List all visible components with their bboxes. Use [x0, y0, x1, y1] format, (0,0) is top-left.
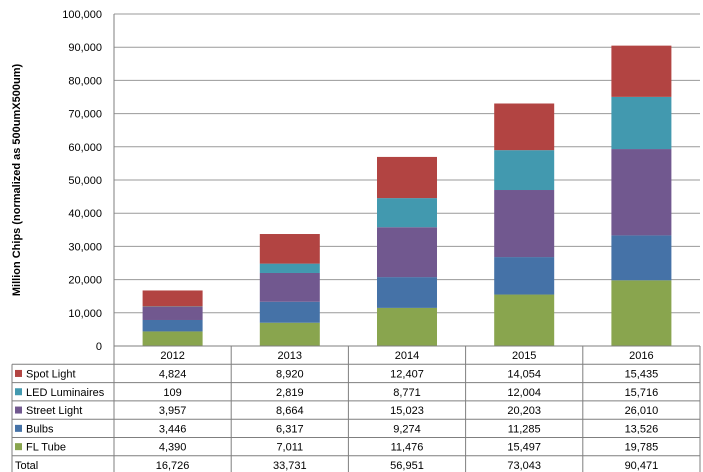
- legend-swatch: [15, 443, 22, 451]
- table-cell: 109: [163, 387, 181, 399]
- table-cell: 15,023: [390, 405, 424, 417]
- total-cell: 73,043: [507, 460, 541, 472]
- bar-street-light-2013: [259, 272, 320, 302]
- y-tick-label: 10,000: [68, 308, 102, 320]
- bar-fl-tube-2015: [494, 294, 555, 346]
- bar-spot-light-2013: [259, 234, 320, 264]
- table-cell: 11,285: [508, 423, 541, 435]
- table-cell: 12,407: [390, 368, 424, 380]
- y-tick-label: 40,000: [68, 208, 102, 220]
- table-cell: 11,476: [391, 442, 424, 454]
- table-cell: 6,317: [276, 423, 304, 435]
- total-cell: 16,726: [156, 460, 190, 472]
- total-cell: 90,471: [625, 460, 659, 472]
- bar-spot-light-2014: [377, 156, 437, 199]
- x-category-label: 2014: [395, 350, 419, 362]
- table-cell: 2,819: [276, 387, 304, 399]
- bar-fl-tube-2012: [142, 331, 203, 346]
- bar-led-luminaires-2013: [259, 263, 320, 273]
- bar-bulbs-2015: [494, 257, 555, 295]
- bar-fl-tube-2013: [259, 322, 320, 346]
- y-tick-label: 80,000: [68, 75, 102, 87]
- bar-fl-tube-2014: [377, 307, 437, 346]
- bar-bulbs-2013: [259, 301, 320, 323]
- bar-spot-light-2012: [142, 290, 203, 307]
- table-cell: 15,435: [625, 368, 659, 380]
- table-cell: 7,011: [276, 442, 303, 454]
- table-cell: 12,004: [507, 387, 541, 399]
- bar-bulbs-2016: [611, 235, 672, 281]
- bar-led-luminaires-2016: [611, 96, 672, 150]
- y-tick-label: 70,000: [68, 109, 102, 121]
- y-axis-title: Million Chips (normalized as 500umX500um…: [11, 64, 23, 297]
- y-tick-label: 100,000: [62, 9, 102, 21]
- table-cell: 14,054: [507, 368, 541, 380]
- table-cell: 9,274: [393, 423, 421, 435]
- y-tick-label: 0: [96, 341, 102, 353]
- bar-led-luminaires-2014: [377, 198, 437, 228]
- bar-spot-light-2016: [611, 45, 672, 97]
- table-cell: 20,203: [507, 405, 541, 417]
- bar-street-light-2012: [142, 306, 203, 320]
- legend-label: LED Luminaires: [26, 387, 105, 399]
- legend-label: Bulbs: [26, 423, 54, 435]
- bar-spot-light-2015: [494, 103, 555, 151]
- x-category-label: 2016: [629, 350, 653, 362]
- table-cell: 8,920: [276, 368, 304, 380]
- y-tick-label: 20,000: [68, 275, 102, 287]
- bar-street-light-2016: [611, 149, 672, 236]
- legend-label: Street Light: [26, 405, 82, 417]
- y-tick-label: 50,000: [68, 175, 102, 187]
- total-cell: 33,731: [273, 460, 307, 472]
- table-cell: 15,497: [507, 442, 541, 454]
- bar-bulbs-2012: [142, 319, 203, 332]
- y-tick-label: 90,000: [68, 42, 102, 54]
- bar-street-light-2015: [494, 190, 555, 258]
- legend-swatch: [15, 369, 22, 377]
- legend-swatch: [15, 406, 22, 414]
- table-cell: 4,390: [159, 442, 187, 454]
- table-cell: 3,446: [159, 423, 187, 435]
- x-category-label: 2013: [278, 350, 302, 362]
- table-cell: 15,716: [625, 387, 659, 399]
- legend-label: FL Tube: [26, 442, 66, 454]
- total-label: Total: [15, 460, 38, 472]
- bar-led-luminaires-2015: [494, 150, 555, 191]
- x-category-label: 2012: [160, 350, 184, 362]
- total-cell: 56,951: [390, 460, 424, 472]
- y-tick-label: 60,000: [68, 142, 102, 154]
- table-cell: 26,010: [625, 405, 659, 417]
- table-cell: 8,664: [276, 405, 304, 417]
- y-tick-label: 30,000: [68, 241, 102, 253]
- table-cell: 8,771: [393, 387, 421, 399]
- table-cell: 19,785: [625, 442, 659, 454]
- bar-fl-tube-2016: [611, 280, 672, 346]
- table-cell: 3,957: [159, 405, 187, 417]
- table-cell: 4,824: [159, 368, 187, 380]
- x-category-label: 2015: [512, 350, 536, 362]
- legend-label: Spot Light: [26, 368, 76, 380]
- bar-bulbs-2014: [377, 277, 437, 308]
- table-cell: 13,526: [625, 423, 659, 435]
- legend-swatch: [15, 424, 22, 432]
- bar-street-light-2014: [377, 227, 437, 278]
- legend-swatch: [15, 388, 22, 396]
